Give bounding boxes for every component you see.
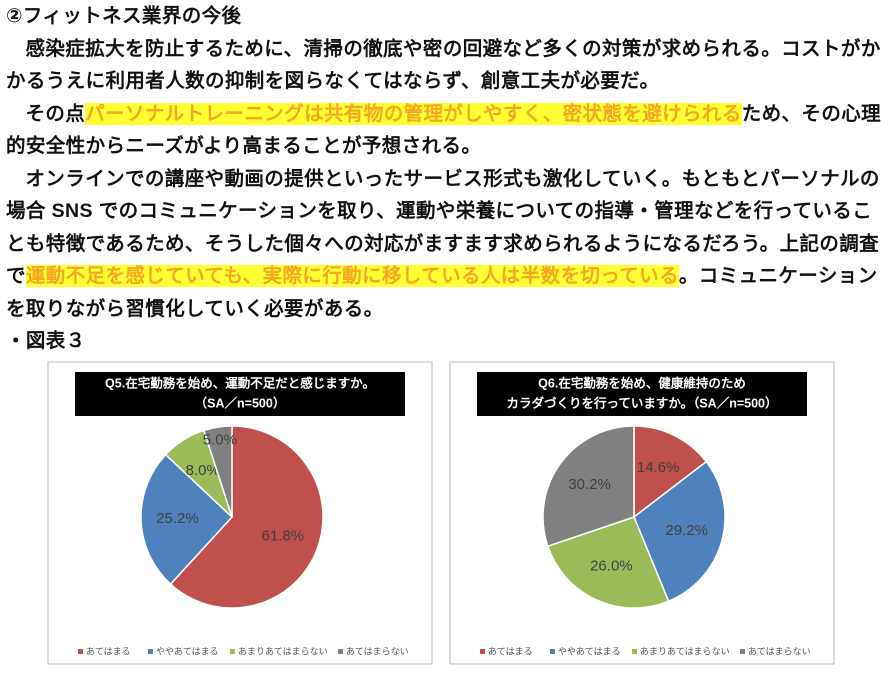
legend-marker [338,649,343,654]
legend-label: ややあてはまる [558,646,621,656]
article: ②フィットネス業界の今後 感染症拡大を防止するために、清掃の徹底や密の回避など多… [6,0,886,358]
slice-label: 8.0% [186,462,220,479]
chart-title: （SA／n=500） [195,395,286,410]
text: 。コミュニケーションを取りながら習慣化していく必要がある。 [6,265,878,320]
text: その点 [25,102,86,125]
highlighted-text: 運動不足を感じていても、実際に行動に移している人は半数を切っている [25,265,679,287]
chart-title: Q5.在宅勤務を始め、運動不足だと感じますか。 [105,375,375,390]
legend-label: あまりあてはまらない [238,646,328,656]
legend-marker [740,649,745,654]
legend-marker [480,649,485,654]
slice-label: 26.0% [590,558,633,575]
pie-slice [542,425,635,548]
pie-slice [633,460,726,603]
slice-label: 30.2% [568,476,611,493]
slice-label: 25.2% [156,510,199,527]
paragraph: オンラインでの講座や動画の提供といったサービス形式も激化していく。もともとパーソ… [6,163,886,326]
highlighted-text: パーソナルトレーニングは共有物の管理がしやすく、密状態を避けられる [85,102,742,125]
text: ため、その心理的安全性からニーズがより高まることが予想される。 [6,102,882,158]
pie-slice [169,425,324,609]
legend-label: ややあてはまる [156,646,219,656]
text: 感染症拡大を防止するために、清掃の徹底や密の回避など多くの対策が求められる。コス… [6,37,881,93]
legend-label: あまりあてはまらない [640,646,730,656]
pie-slice [633,425,708,519]
slice-label: 61.8% [262,528,305,545]
chart-title: カラダづくりを行っていますか。（SA／n=500） [506,395,777,410]
pie-slice [202,425,233,518]
slice-label: 14.6% [637,459,680,476]
legend-marker [148,649,153,654]
title-box [75,372,405,416]
legend-label: あてはまる [86,646,131,656]
paragraph: 感染症拡大を防止するために、清掃の徹底や密の回避など多くの対策が求められる。コス… [6,33,886,98]
legend-label: あてはまる [488,646,533,656]
slice-label: 29.2% [665,522,708,539]
legend-label: あてはまらない [346,646,409,656]
figure-caption: ・図表３ [6,330,86,352]
legend-label: あてはまらない [748,646,811,656]
legend-marker [632,649,637,654]
text: オンラインでの講座や動画の提供といったサービス形式も激化していく。もともとパーソ… [6,167,880,288]
legend-marker [230,649,235,654]
pie-slice [546,516,670,609]
paragraph: その点パーソナルトレーニングは共有物の管理がしやすく、密状態を避けられるため、そ… [6,98,886,163]
chart-title: Q6.在宅勤務を始め、健康維持のため [538,375,746,390]
legend-marker [78,649,83,654]
paragraphs: 感染症拡大を防止するために、清掃の徹底や密の回避など多くの対策が求められる。コス… [6,33,886,326]
slice-label: 5.0% [203,432,237,449]
legend-marker [550,649,555,654]
pie-slice [140,453,234,586]
title-box [477,372,807,416]
section-heading: ②フィットネス業界の今後 [6,5,242,27]
